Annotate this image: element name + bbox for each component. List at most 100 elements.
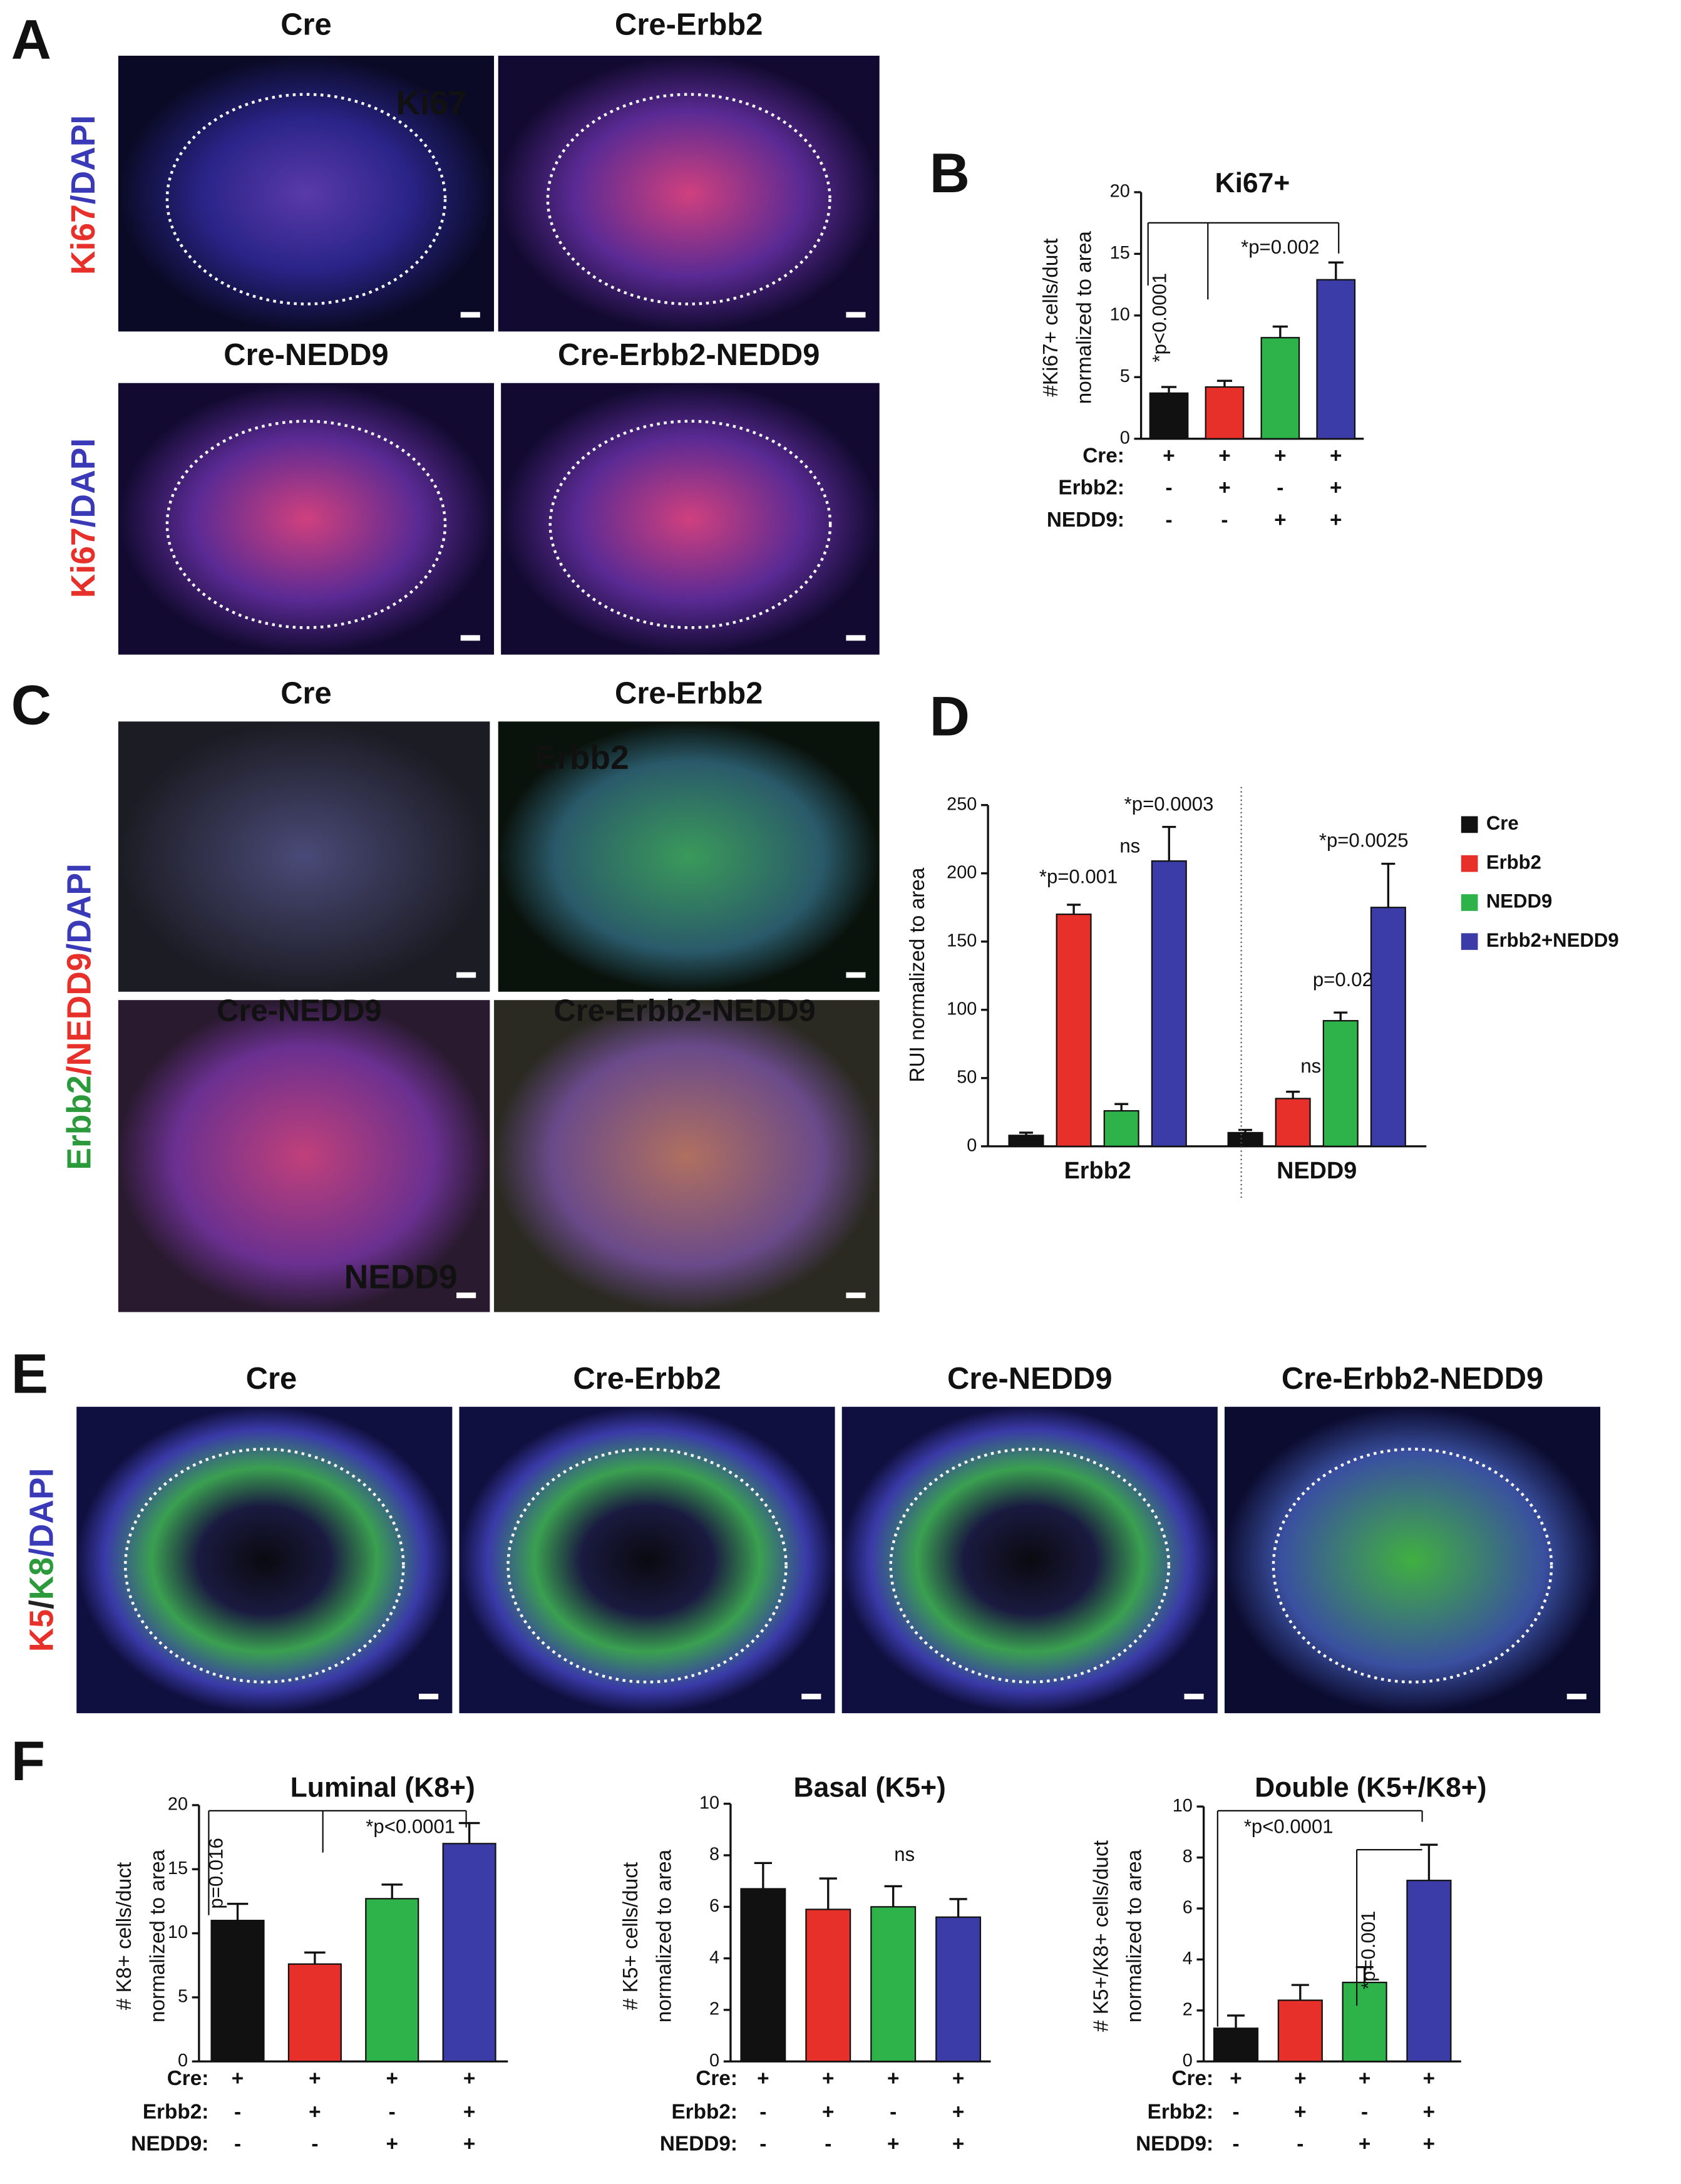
- y-tick-label: 10: [1173, 1796, 1193, 1816]
- bar: [805, 1908, 851, 2063]
- condition-sign: +: [952, 2100, 964, 2123]
- condition-sign: +: [952, 2133, 964, 2156]
- condition-sign: +: [1218, 476, 1230, 500]
- condition-label: Cre:: [1082, 445, 1124, 468]
- condition-sign: -: [1166, 476, 1173, 500]
- stain-label-part: /NEDD9: [61, 953, 98, 1076]
- y-tick-label: 10: [168, 1922, 188, 1942]
- chart-title: Double (K5+/K8+): [1255, 1773, 1487, 1803]
- y-tick-label: 15: [168, 1858, 188, 1878]
- condition-sign: +: [1274, 445, 1286, 468]
- stain-overlay: Erbb2: [534, 739, 629, 776]
- stain-label: K5/K8/DAPI: [23, 1468, 60, 1652]
- y-axis-label: RUI normalized to area: [906, 867, 929, 1082]
- bar: [1213, 2027, 1259, 2063]
- condition-sign: +: [887, 2133, 899, 2156]
- stain-label-part: Ki67: [65, 527, 102, 598]
- condition-sign: +: [1330, 508, 1342, 532]
- condition-sign: -: [389, 2100, 396, 2123]
- image-title: Cre-Erbb2: [615, 8, 763, 42]
- stain-label: Ki67/DAPI: [65, 115, 102, 275]
- chart-title: Basal (K5+): [793, 1773, 945, 1803]
- y-tick-label: 200: [947, 862, 977, 882]
- image-title: Cre-NEDD9: [947, 1362, 1113, 1396]
- scale-bar: [846, 1292, 866, 1299]
- stain-label-part: /DAPI: [65, 115, 102, 204]
- stain-label: Ki67/DAPI: [65, 438, 102, 598]
- bar: [1406, 1880, 1452, 2063]
- condition-sign: -: [759, 2133, 766, 2156]
- chart-title: Luminal (K8+): [290, 1773, 475, 1803]
- annotation: *p=0.0025: [1319, 829, 1409, 851]
- annotation: ns: [1119, 835, 1140, 857]
- micrograph: [501, 383, 880, 655]
- image-title: Cre-Erbb2: [573, 1362, 721, 1396]
- annotation: *p=0.002: [1241, 236, 1319, 258]
- y-tick-label: 2: [1183, 1999, 1193, 2019]
- duct-outline: [124, 1448, 405, 1684]
- condition-sign: -: [311, 2133, 318, 2156]
- stain-label-part: /DAPI: [23, 1468, 60, 1557]
- y-axis-label: # K5+/K8+ cells/duct: [1089, 1840, 1113, 2032]
- annotation: ns: [1300, 1055, 1321, 1077]
- micrograph: [498, 721, 880, 992]
- condition-sign: +: [1230, 2067, 1241, 2090]
- y-tick-label: 20: [1110, 182, 1130, 202]
- y-tick-label: 10: [1110, 304, 1130, 324]
- bar: [1370, 907, 1406, 1147]
- stain-label: Erbb2/NEDD9/DAPI: [61, 863, 98, 1170]
- y-tick-label: 6: [1183, 1898, 1193, 1918]
- condition-sign: -: [825, 2133, 831, 2156]
- condition-sign: +: [1423, 2100, 1435, 2123]
- legend-label: Erbb2: [1486, 851, 1541, 873]
- duct-outline: [548, 420, 832, 629]
- annotation: ns: [894, 1843, 915, 1865]
- bar: [1205, 386, 1245, 440]
- condition-sign: +: [232, 2067, 244, 2090]
- micrograph: [118, 721, 490, 992]
- scale-bar: [1566, 1693, 1586, 1699]
- micrograph: [76, 1406, 453, 1714]
- bar: [1103, 1110, 1139, 1147]
- image-title: Cre-Erbb2: [615, 676, 763, 710]
- panel-letter: C: [11, 674, 51, 736]
- panel-letter: D: [930, 684, 970, 747]
- micrograph: [1224, 1406, 1601, 1714]
- y-axis-label: # K8+ cells/duct: [113, 1862, 136, 2010]
- annotation: p=0.016: [205, 1838, 227, 1908]
- condition-sign: +: [952, 2067, 964, 2090]
- condition-sign: +: [463, 2133, 475, 2156]
- y-axis-label: normalized to area: [146, 1849, 169, 2022]
- condition-sign: -: [759, 2100, 766, 2123]
- condition-sign: -: [234, 2100, 241, 2123]
- bar: [935, 1916, 982, 2063]
- condition-sign: +: [1294, 2100, 1306, 2123]
- annotation: *p<0.0001: [1149, 273, 1171, 363]
- scale-bar: [460, 635, 480, 641]
- legend-swatch: [1461, 855, 1478, 872]
- bar: [870, 1906, 917, 2063]
- duct-outline: [506, 1448, 788, 1684]
- bar: [1151, 860, 1187, 1147]
- y-tick-label: 10: [699, 1793, 719, 1813]
- y-tick-label: 0: [178, 2051, 188, 2071]
- y-axis-label: #Ki67+ cells/duct: [1039, 238, 1062, 397]
- condition-sign: +: [1330, 445, 1342, 468]
- bar: [365, 1898, 419, 2063]
- image-title: Cre: [280, 8, 332, 42]
- scale-bar: [846, 972, 866, 978]
- y-axis-label: normalized to area: [652, 1849, 676, 2022]
- image-title: Cre: [280, 676, 332, 710]
- legend-swatch: [1461, 894, 1478, 911]
- micrograph: [498, 55, 880, 332]
- condition-sign: -: [1232, 2100, 1239, 2123]
- condition-sign: +: [1330, 476, 1342, 500]
- annotation: *p=0.0003: [1124, 793, 1214, 815]
- condition-sign: +: [309, 2100, 321, 2123]
- duct-outline: [546, 93, 831, 306]
- chart-title: Ki67+: [1215, 168, 1290, 198]
- scale-bar: [456, 972, 476, 978]
- y-tick-label: 5: [1120, 366, 1130, 386]
- x-tick-label: NEDD9: [1277, 1158, 1357, 1184]
